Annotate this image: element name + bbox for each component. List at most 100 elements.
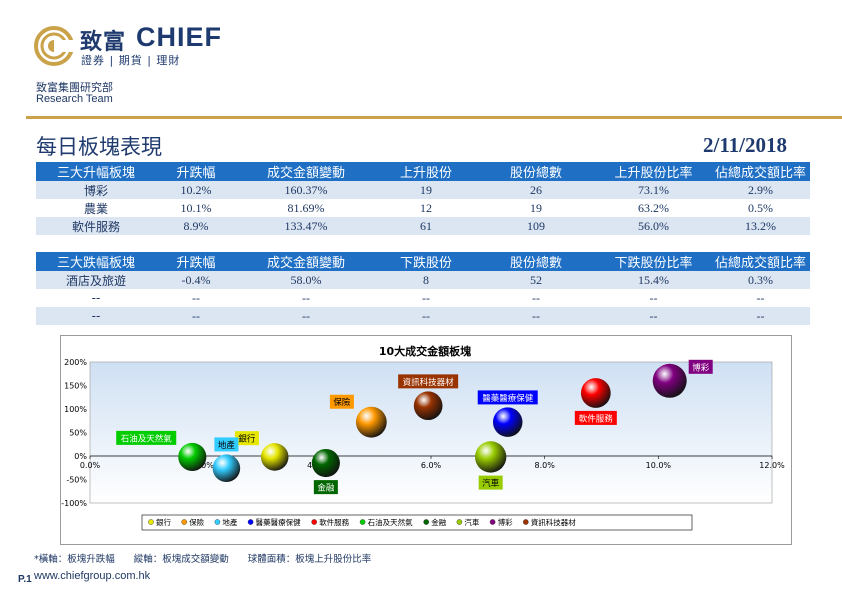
column-header: 佔總成交額比率: [711, 162, 810, 181]
bubble-7: [311, 448, 340, 478]
department-name-cn: 致富集團研究部: [36, 81, 113, 94]
table-cell: --: [156, 307, 236, 325]
table-cell: 10.2%: [156, 181, 236, 199]
bubble-1: [260, 443, 289, 471]
table-cell: 15.4%: [596, 271, 711, 289]
table-cell: 73.1%: [596, 181, 711, 199]
bubble-label: 汽車: [482, 478, 500, 489]
logo-swirl-icon: [34, 26, 74, 66]
column-header: 股份總數: [476, 252, 596, 271]
table-cell: --: [711, 307, 810, 325]
table-row: -- -- -- -- -- -- --: [36, 289, 810, 307]
table-cell: 109: [476, 217, 596, 235]
department-name-en: Research Team: [36, 93, 113, 105]
legend-marker: [359, 519, 366, 525]
table-cell: 8: [376, 271, 476, 289]
table-cell: 博彩: [36, 181, 156, 199]
table-cell: --: [36, 307, 156, 325]
legend-marker: [214, 519, 221, 525]
bubble-label: 銀行: [238, 434, 256, 445]
table-cell: --: [236, 307, 376, 325]
bubble-label-box: [234, 431, 259, 446]
bubble-4: [492, 407, 523, 437]
y-tick-label: -100%: [61, 499, 87, 508]
header-divider: [26, 116, 842, 119]
table-header-row: 三大升幅板塊 升跌幅 成交金額變動 上升股份 股份總數 上升股份比率 佔總成交額…: [36, 162, 810, 181]
table-cell: 0.5%: [711, 199, 810, 217]
table-cell: 52: [476, 271, 596, 289]
table-row: 軟件服務 8.9% 133.47% 61 109 56.0% 13.2%: [36, 217, 810, 235]
table-cell: 81.69%: [236, 199, 376, 217]
table-cell: --: [156, 289, 236, 307]
bubble-label: 保險: [333, 397, 351, 408]
bubble-2: [355, 406, 387, 438]
table-cell: --: [476, 307, 596, 325]
column-header: 下跌股份: [376, 252, 476, 271]
logo-english-text: CHIEF: [136, 22, 222, 52]
column-header: 佔總成交額比率: [711, 252, 810, 271]
bubble-label-box: [688, 359, 713, 374]
column-header: 成交金額變動: [236, 162, 376, 181]
legend-box: [141, 514, 693, 531]
table-cell: 0.3%: [711, 271, 810, 289]
table-cell: 56.0%: [596, 217, 711, 235]
top-gainers-table: 三大升幅板塊 升跌幅 成交金額變動 上升股份 股份總數 上升股份比率 佔總成交額…: [36, 162, 810, 235]
bubble-10: [413, 391, 443, 421]
top-losers-table: 三大跌幅板塊 升跌幅 成交金額變動 下跌股份 股份總數 下跌股份比率 佔總成交額…: [36, 252, 810, 325]
legend-marker: [489, 519, 496, 525]
y-tick-label: 50%: [69, 429, 87, 438]
bubble-5: [580, 378, 611, 408]
table-cell: 133.47%: [236, 217, 376, 235]
website-link[interactable]: www.chiefgroup.com.hk: [34, 570, 151, 582]
chart-title: 10大成交金額板塊: [379, 344, 471, 358]
bubble-3: [212, 454, 241, 483]
legend-item: 金融: [431, 517, 446, 527]
legend-item: 資訊科技器材: [531, 517, 576, 527]
table-row: 農業 10.1% 81.69% 12 19 63.2% 0.5%: [36, 199, 810, 217]
chart-legend: 銀行 保險 地產 醫藥醫療保健 軟件服務 石油及天然氣 金融 汽車 博彩 資訊科技器材: [141, 514, 693, 531]
bubble-label-box: [398, 374, 459, 389]
legend-marker: [311, 519, 317, 525]
bubble-8: [475, 441, 507, 473]
bubble-label: 資訊科技器材: [403, 377, 455, 388]
table-header-row: 三大跌幅板塊 升跌幅 成交金額變動 下跌股份 股份總數 下跌股份比率 佔總成交額…: [36, 252, 810, 271]
table-cell: --: [236, 289, 376, 307]
legend-item: 軟件服務: [319, 517, 349, 527]
x-tick-label: 12.0%: [759, 461, 785, 470]
table-cell: 13.2%: [711, 217, 810, 235]
table-cell: 61: [376, 217, 476, 235]
page-title: 每日板塊表現: [36, 135, 162, 159]
page-number: P.1: [18, 574, 32, 585]
y-tick-label: 100%: [64, 405, 87, 414]
table-cell: 58.0%: [236, 271, 376, 289]
y-tick-label: 200%: [64, 358, 87, 367]
legend-item: 醫藥醫療保健: [256, 517, 301, 527]
table-cell: 63.2%: [596, 199, 711, 217]
table-cell: --: [376, 307, 476, 325]
x-tick-label: 8.0%: [535, 461, 556, 470]
table-cell: 軟件服務: [36, 217, 156, 235]
table-cell: 8.9%: [156, 217, 236, 235]
column-header: 下跌股份比率: [596, 252, 711, 271]
table-cell: --: [376, 289, 476, 307]
column-header: 上升股份比率: [596, 162, 711, 181]
chart-footnote: *橫軸：板塊升跌幅 縱軸：板塊成交額變動 球體面積：板塊上升股份比率: [34, 554, 372, 565]
logo-subtitle: 證券 | 期貨 | 理財: [81, 54, 181, 67]
x-tick-label: 2.0%: [194, 461, 215, 470]
column-header: 升跌幅: [156, 252, 236, 271]
table-cell: --: [596, 307, 711, 325]
chart-bubbles: [178, 363, 687, 483]
table-cell: --: [596, 289, 711, 307]
logo-chinese-text: 致富: [80, 29, 127, 55]
legend-marker: [148, 519, 154, 525]
table-cell: --: [476, 289, 596, 307]
table-cell: 19: [376, 181, 476, 199]
bubble-label: 博彩: [692, 362, 710, 373]
column-header: 三大升幅板塊: [36, 162, 156, 181]
bubble-label: 地產: [218, 440, 236, 451]
bubble-label-box: [329, 394, 354, 409]
table-cell: 農業: [36, 199, 156, 217]
legend-item: 博彩: [498, 517, 513, 527]
legend-item: 汽車: [464, 517, 479, 527]
